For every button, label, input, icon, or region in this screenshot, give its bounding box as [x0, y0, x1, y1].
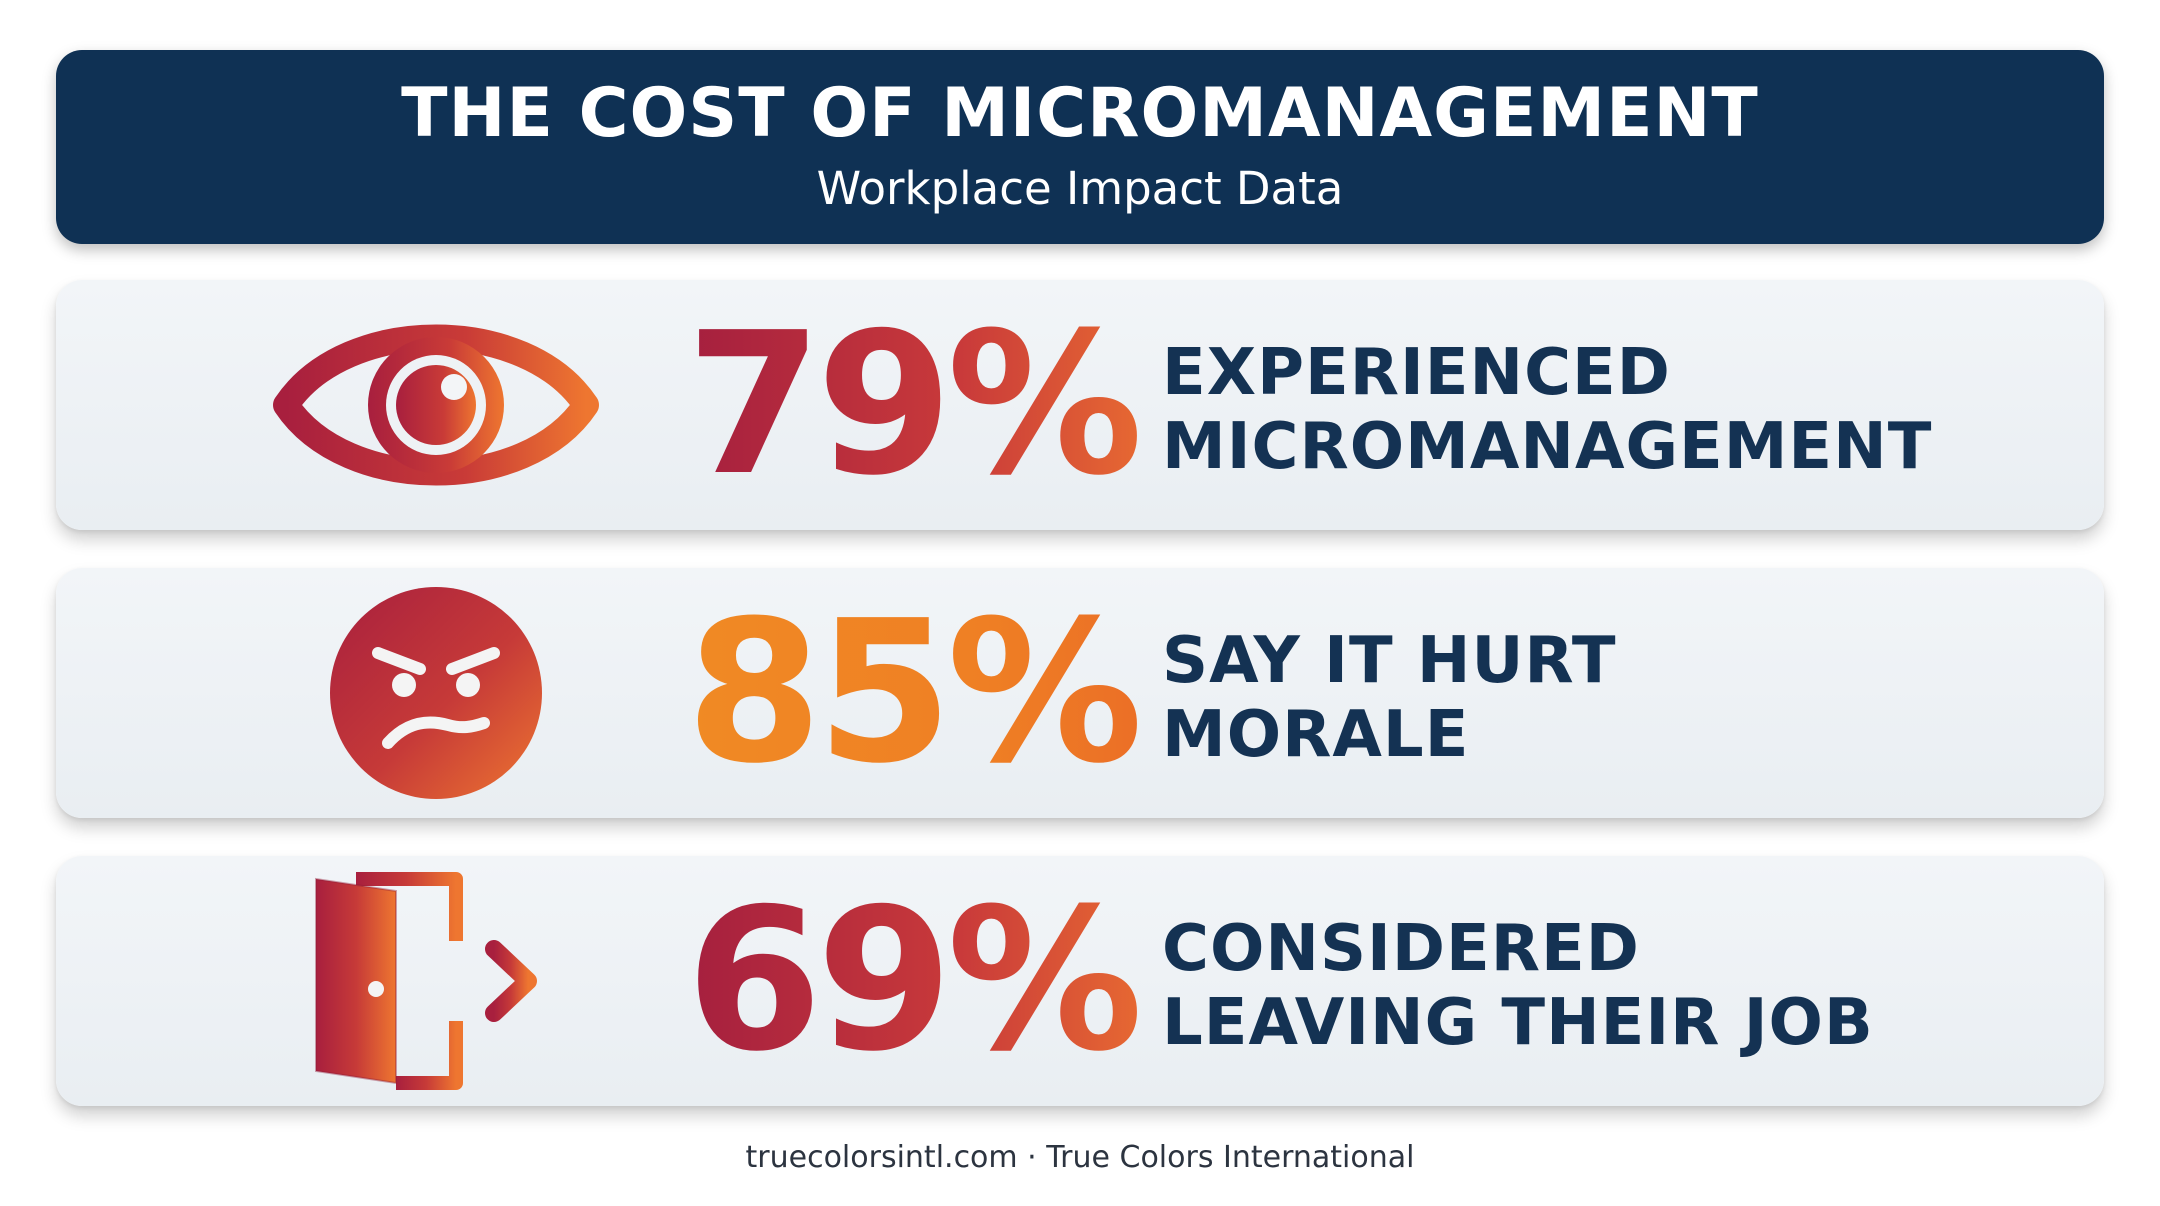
stat-card-morale: 85% SAY IT HURT MORALE	[56, 568, 2104, 818]
angry-face-icon	[276, 583, 596, 803]
stat-card-leaving: 69% CONSIDERED LEAVING THEIR JOB	[56, 856, 2104, 1106]
stat-label: EXPERIENCED MICROMANAGEMENT	[1162, 336, 1932, 484]
stat-label-line: SAY IT HURT	[1162, 624, 1617, 698]
stat-label: SAY IT HURT MORALE	[1162, 624, 1616, 772]
page-subtitle: Workplace Impact Data	[816, 162, 1344, 215]
footer-credit: truecolorsintl.com · True Colors Interna…	[745, 1140, 1415, 1175]
stat-card-experienced: 79% EXPERIENCED MICROMANAGEMENT	[56, 280, 2104, 530]
eye-icon	[273, 295, 599, 515]
stat-label: CONSIDERED LEAVING THEIR JOB	[1162, 912, 1874, 1060]
page-title: THE COST OF MICROMANAGEMENT	[401, 74, 1759, 153]
stat-label-line: MICROMANAGEMENT	[1162, 410, 1933, 484]
stat-label-line: CONSIDERED	[1162, 912, 1640, 986]
exit-door-icon	[276, 871, 596, 1091]
stat-value: 69%	[686, 856, 1186, 1106]
stat-label-line: EXPERIENCED	[1162, 336, 1671, 410]
stat-value: 79%	[686, 280, 1186, 530]
header-banner: THE COST OF MICROMANAGEMENT Workplace Im…	[56, 50, 2104, 244]
stat-label-line: MORALE	[1162, 698, 1470, 772]
stat-label-line: LEAVING THEIR JOB	[1162, 986, 1874, 1060]
stat-value: 85%	[686, 568, 1186, 818]
